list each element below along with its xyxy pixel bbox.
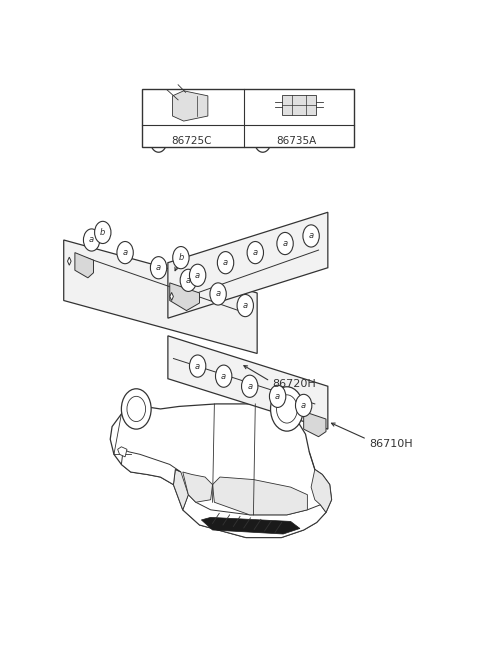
Polygon shape <box>311 470 332 512</box>
Polygon shape <box>170 292 173 301</box>
Text: a: a <box>253 248 258 257</box>
Circle shape <box>269 385 286 407</box>
Text: a: a <box>195 271 200 280</box>
Circle shape <box>150 130 167 152</box>
Text: a: a <box>275 392 280 401</box>
Text: a: a <box>122 248 128 257</box>
Text: b: b <box>260 136 266 146</box>
Polygon shape <box>121 449 181 485</box>
Circle shape <box>247 242 264 264</box>
Circle shape <box>237 295 253 316</box>
Text: 86735A: 86735A <box>276 136 316 146</box>
Polygon shape <box>213 477 307 515</box>
Polygon shape <box>68 257 71 265</box>
Polygon shape <box>64 240 257 354</box>
Circle shape <box>254 130 271 152</box>
Text: a: a <box>309 231 313 240</box>
Polygon shape <box>172 91 208 121</box>
Circle shape <box>216 365 232 387</box>
Text: a: a <box>283 239 288 248</box>
Circle shape <box>303 225 319 247</box>
Circle shape <box>173 246 189 269</box>
Circle shape <box>296 394 312 417</box>
Polygon shape <box>304 411 326 437</box>
Polygon shape <box>170 283 200 310</box>
Polygon shape <box>168 336 328 429</box>
Circle shape <box>127 396 145 422</box>
Circle shape <box>117 242 133 264</box>
Text: a: a <box>186 276 191 285</box>
Text: a: a <box>221 371 226 381</box>
Polygon shape <box>110 402 332 538</box>
Text: a: a <box>195 362 200 371</box>
Polygon shape <box>282 95 316 115</box>
Circle shape <box>271 386 303 431</box>
Circle shape <box>84 229 100 251</box>
Text: a: a <box>156 136 162 146</box>
Text: a: a <box>243 301 248 310</box>
Circle shape <box>121 389 151 429</box>
Text: a: a <box>223 258 228 267</box>
Polygon shape <box>168 212 328 318</box>
Text: b: b <box>178 253 183 262</box>
Polygon shape <box>173 470 188 510</box>
Text: a: a <box>301 401 306 410</box>
Text: a: a <box>89 236 94 244</box>
Circle shape <box>150 257 167 279</box>
Polygon shape <box>118 447 127 457</box>
Text: a: a <box>216 290 221 299</box>
Polygon shape <box>183 472 213 502</box>
Text: 86720H: 86720H <box>272 379 316 388</box>
Circle shape <box>276 395 297 423</box>
Circle shape <box>210 283 226 305</box>
Circle shape <box>217 252 234 274</box>
Text: 86725C: 86725C <box>172 136 212 146</box>
Polygon shape <box>183 495 326 538</box>
Bar <box>142 88 354 147</box>
Polygon shape <box>75 253 94 278</box>
Text: a: a <box>156 263 161 272</box>
Circle shape <box>241 375 258 398</box>
Circle shape <box>190 264 206 286</box>
Circle shape <box>190 355 206 377</box>
Text: 86710H: 86710H <box>369 440 412 449</box>
Circle shape <box>95 221 111 244</box>
Text: a: a <box>247 382 252 391</box>
Circle shape <box>277 233 293 255</box>
Circle shape <box>180 269 196 291</box>
Polygon shape <box>202 517 300 534</box>
Text: b: b <box>100 228 106 237</box>
